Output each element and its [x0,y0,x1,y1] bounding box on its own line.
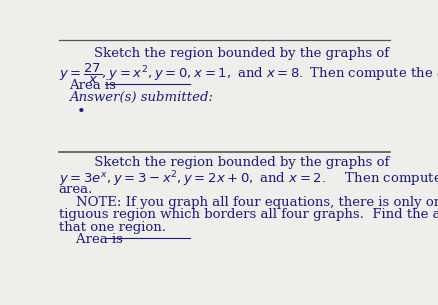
Text: $y = \dfrac{27}{x},y = x^2,y = 0,x = 1,$ and $x = 8.$ Then compute the area.: $y = \dfrac{27}{x},y = x^2,y = 0,x = 1,$… [59,62,438,86]
Text: Area is: Area is [69,79,116,92]
Text: tiguous region which borders all four graphs.  Find the area of: tiguous region which borders all four gr… [59,208,438,221]
Text: Answer(s) submitted:: Answer(s) submitted: [69,91,213,103]
Text: Area is: Area is [59,233,123,246]
Text: NOTE: If you graph all four equations, there is only one con-: NOTE: If you graph all four equations, t… [59,196,438,209]
Text: area.: area. [59,183,93,196]
Text: $y = 3e^x,y = 3 - x^2,y = 2x+0,$ and $x = 2.$    Then compute the: $y = 3e^x,y = 3 - x^2,y = 2x+0,$ and $x … [59,170,438,189]
Text: Sketch the region bounded by the graphs of: Sketch the region bounded by the graphs … [81,156,389,169]
Text: Sketch the region bounded by the graphs of: Sketch the region bounded by the graphs … [95,47,389,60]
Text: that one region.: that one region. [59,221,166,234]
Text: •: • [77,105,85,119]
